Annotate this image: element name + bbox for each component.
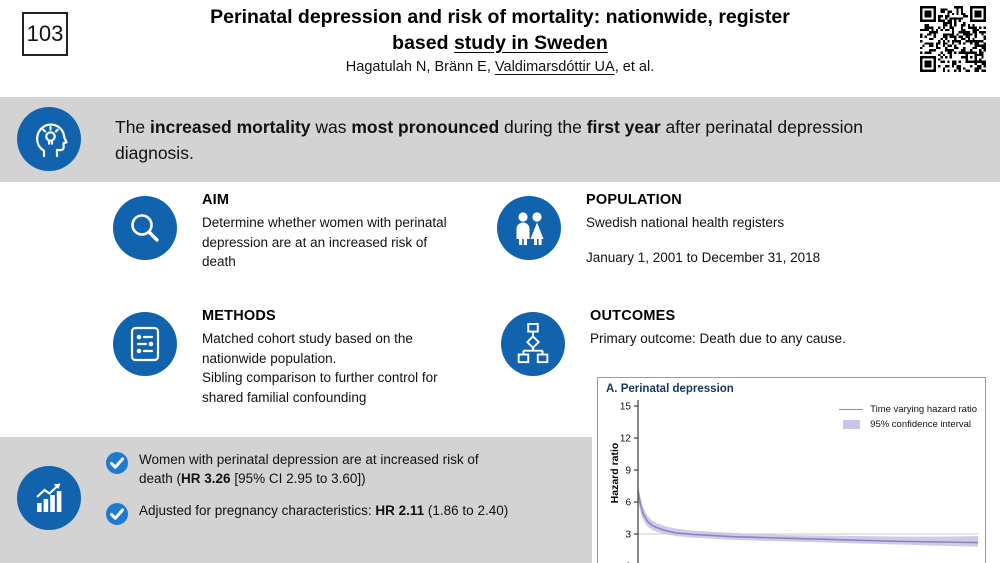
finding-text: Adjusted for pregnancy characteristics: … xyxy=(139,502,509,518)
methods-line-2: Sibling comparison to further control fo… xyxy=(202,370,438,405)
population-section: POPULATION Swedish national health regis… xyxy=(497,192,937,267)
finding-text: Women with perinatal depression are at i… xyxy=(139,452,479,486)
aim-heading: AIM xyxy=(202,192,230,208)
svg-text:3: 3 xyxy=(625,530,631,541)
key-message-banner: The increased mortality was most pronoun… xyxy=(0,97,1000,182)
title-line-1: Perinatal depression and risk of mortali… xyxy=(210,6,790,28)
population-line-2: January 1, 2001 to December 31, 2018 xyxy=(586,249,821,265)
magnifier-icon xyxy=(113,196,177,260)
title-line-2: based xyxy=(392,31,454,54)
title-underlined-part: study in Sweden xyxy=(453,31,608,54)
svg-text:15: 15 xyxy=(620,402,632,413)
legend-entry-line: Time varying hazard ratio xyxy=(838,404,977,415)
qr-code xyxy=(920,6,986,72)
page-title: Perinatal depression and risk of mortali… xyxy=(105,5,895,56)
svg-text:6: 6 xyxy=(625,498,631,509)
outcomes-section: OUTCOMES Primary outcome: Death due to a… xyxy=(501,308,931,376)
aim-body: Determine whether women with perinatal d… xyxy=(202,215,447,270)
legend-line-swatch xyxy=(839,409,864,410)
legend-band-swatch xyxy=(842,420,860,429)
svg-text:0: 0 xyxy=(625,562,631,563)
svg-text:9: 9 xyxy=(625,466,631,477)
legend-band-label: 95% confidence interval xyxy=(870,419,972,430)
finding-item: Adjusted for pregnancy characteristics: … xyxy=(106,502,511,525)
check-icon xyxy=(106,502,128,525)
header: Perinatal depression and risk of mortali… xyxy=(105,5,895,75)
people-icon xyxy=(497,196,561,260)
methods-line-1: Matched cohort study based on the nation… xyxy=(202,331,413,366)
methods-heading: METHODS xyxy=(202,308,276,324)
finding-list: Women with perinatal depression are at i… xyxy=(106,451,511,525)
outcome-chart-card: A. Perinatal depression Hazard ratio 036… xyxy=(597,377,986,563)
legend-line-label: Time varying hazard ratio xyxy=(870,404,977,415)
paper-number-badge: 103 xyxy=(22,12,68,56)
findings-panel: Women with perinatal depression are at i… xyxy=(0,437,592,563)
hazard-ratio-plot: 0 3 6 9 12 15 xyxy=(620,400,979,563)
outcomes-body: Primary outcome: Death due to any cause. xyxy=(590,331,846,346)
check-icon xyxy=(106,452,128,474)
chart-title: A. Perinatal depression xyxy=(606,383,734,395)
methods-section: METHODS Matched cohort study based on th… xyxy=(113,308,498,407)
flowchart-icon xyxy=(501,312,565,376)
svg-text:12: 12 xyxy=(620,434,632,445)
population-line-1: Swedish national health registers xyxy=(586,215,785,230)
growth-chart-icon xyxy=(17,466,81,530)
finding-item: Women with perinatal depression are at i… xyxy=(106,451,511,489)
outcomes-heading: OUTCOMES xyxy=(590,308,676,324)
authors-line: Hagatulah N, Bränn E, Valdimarsdóttir UA… xyxy=(345,59,655,76)
idea-head-icon xyxy=(17,107,81,171)
legend-entry-band: 95% confidence interval xyxy=(838,419,977,430)
key-message-text: The increased mortality was most pronoun… xyxy=(115,116,863,163)
aim-section: AIM Determine whether women with perinat… xyxy=(113,192,478,272)
population-heading: POPULATION xyxy=(586,192,682,208)
checklist-icon xyxy=(113,312,177,376)
chart-legend: Time varying hazard ratio 95% confidence… xyxy=(838,404,977,430)
